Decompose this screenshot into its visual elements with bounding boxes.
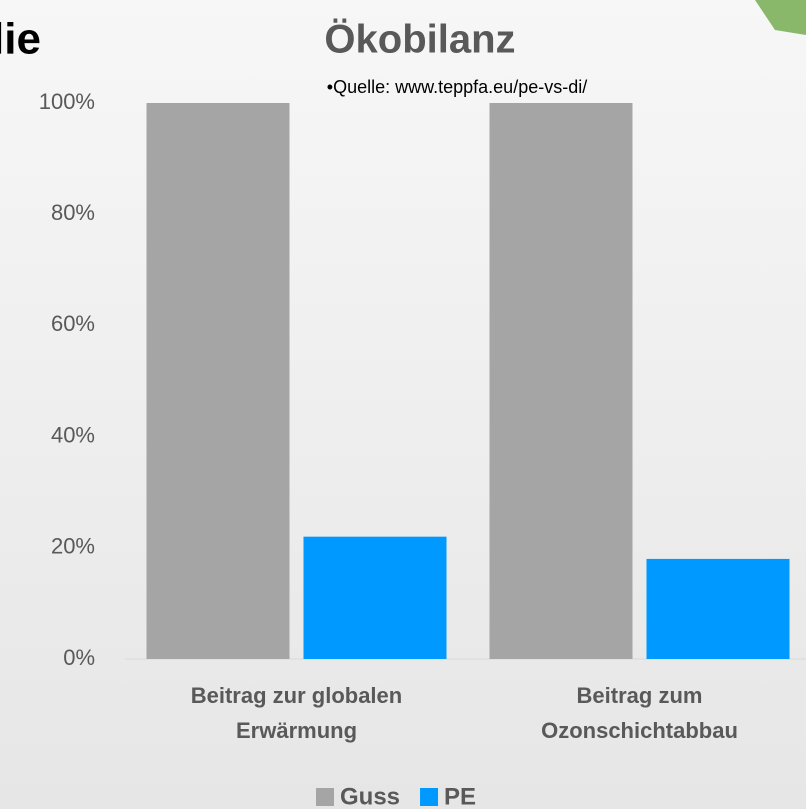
legend-swatch (316, 788, 334, 806)
y-tick-label: 100% (39, 89, 95, 114)
y-tick-label: 0% (63, 645, 95, 670)
y-tick-label: 20% (51, 534, 95, 559)
legend-label: PE (444, 783, 476, 809)
x-tick-label-line: Ozonschichtabbau (541, 718, 738, 743)
chart-subtitle: •Quelle: www.teppfa.eu/pe-vs-di/ (327, 77, 587, 97)
bar (146, 103, 290, 659)
legend-label: Guss (340, 783, 400, 809)
bar (489, 103, 633, 659)
legend-swatch (420, 788, 439, 806)
bar (646, 558, 790, 659)
x-tick-label-line: Beitrag zur globalen (191, 683, 402, 708)
x-tick-label: Beitrag zum Ozonschichtabbau (541, 683, 738, 743)
y-tick-label: 40% (51, 422, 95, 447)
x-tick-label: Beitrag zur globalen Erwärmung (191, 683, 402, 743)
y-tick-label: 60% (51, 311, 95, 336)
chart-title: Ökobilanz (324, 17, 515, 62)
bar (303, 536, 447, 659)
slide-title: lie (0, 15, 41, 64)
decoration (755, 0, 806, 35)
x-tick-label-line: Erwärmung (236, 718, 357, 743)
x-tick-label-line: Beitrag zum (577, 683, 703, 708)
y-tick-label: 80% (51, 200, 95, 225)
